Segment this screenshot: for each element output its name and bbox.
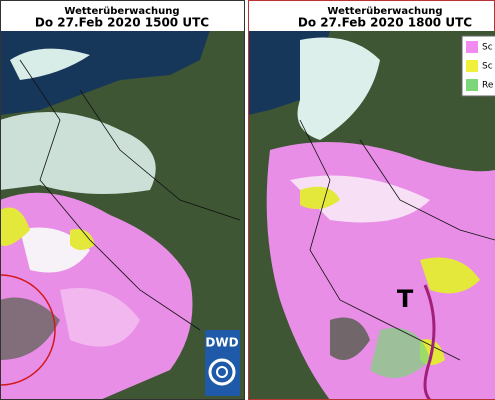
panel-left: Wetterüberwachung Do 27.Feb 2020 1500 UT…: [0, 0, 245, 400]
legend-label: Sc: [482, 62, 493, 72]
legend-label: Re: [482, 81, 494, 91]
panel-time: Do 27.Feb 2020 1800 UTC: [298, 16, 472, 30]
legend-label: Sc: [482, 43, 493, 53]
map: T Sc Sc Re: [249, 31, 495, 399]
panel-title: Wetterüberwachung: [327, 6, 442, 17]
panel-time: Do 27.Feb 2020 1500 UTC: [35, 16, 209, 30]
low-marker: T: [397, 285, 414, 313]
logo-text: DWD: [205, 336, 238, 350]
map: DWD: [1, 31, 244, 399]
legend: Sc Sc Re: [461, 35, 495, 97]
panel-title: Wetterüberwachung: [64, 6, 179, 17]
panel-right: Wetterüberwachung Do 27.Feb 2020 1800 UT…: [248, 0, 495, 400]
